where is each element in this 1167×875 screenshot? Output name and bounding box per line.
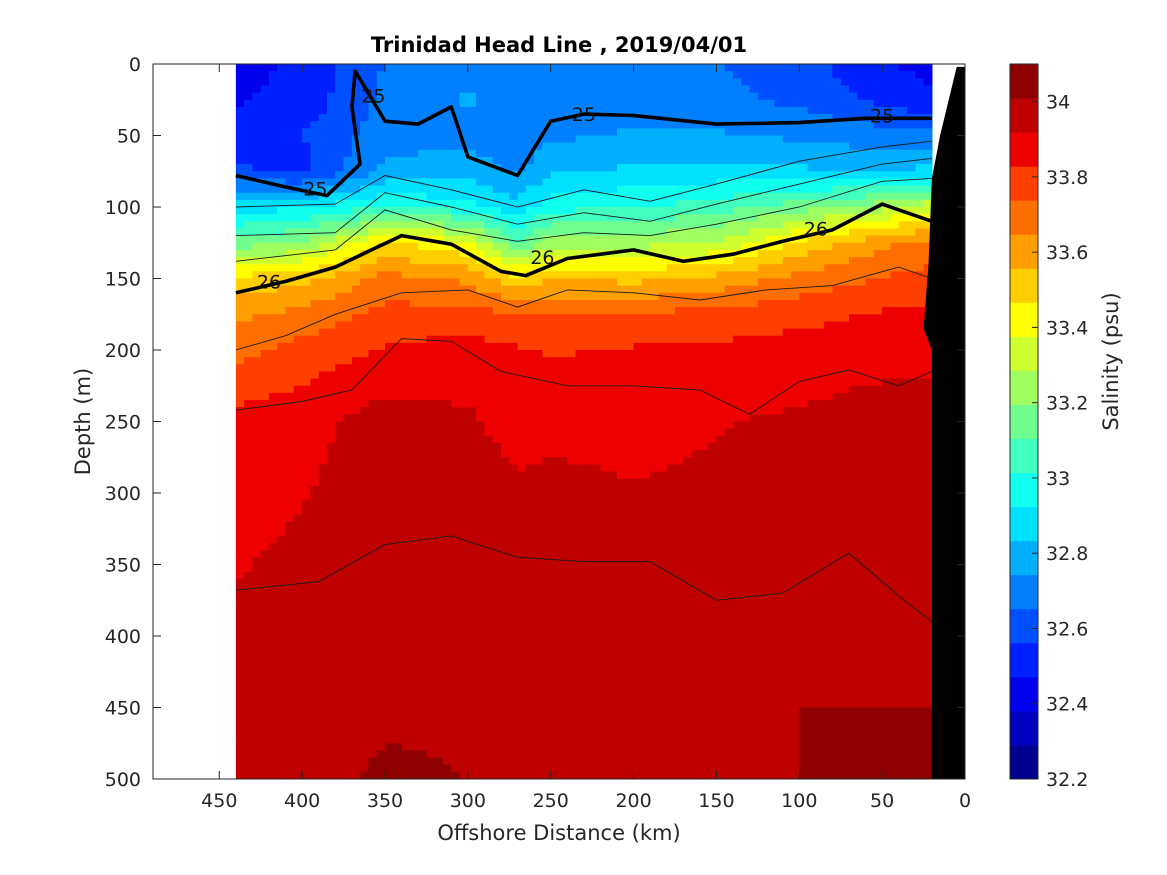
- plot-area: 25 25 25 25 26 26 26: [152, 63, 966, 780]
- density-contour-25: [235, 69, 932, 198]
- colorbar-swatch: [1010, 98, 1038, 133]
- colorbar-label: Salinity (psu): [1099, 292, 1123, 430]
- colorbar-tick-label: 34: [1046, 92, 1070, 114]
- y-tick-label: 0: [129, 54, 141, 76]
- colorbar-swatch: [1010, 744, 1038, 780]
- colorbar-tick-label: 32.4: [1046, 694, 1088, 716]
- y-tick-label: 500: [105, 769, 141, 791]
- x-axis: 450 400 350 300 250 200 150 100 50 0: [201, 64, 971, 812]
- thin-contour-5: [235, 535, 933, 623]
- colorbar-swatch: [1010, 404, 1038, 440]
- colorbar-tick-label: 32.8: [1046, 543, 1088, 565]
- contour-label-25: 25: [361, 85, 385, 107]
- colorbar-swatch: [1010, 336, 1038, 371]
- colorbar-swatch: [1010, 302, 1038, 337]
- y-axis-label: Depth (m): [71, 368, 95, 475]
- colorbar-swatch: [1010, 608, 1038, 644]
- colorbar-tick-label: 33.4: [1046, 317, 1088, 339]
- x-tick-label: 0: [959, 790, 971, 812]
- colorbar-tick-label: 33.2: [1046, 393, 1088, 415]
- thin-contour-1: [235, 140, 932, 208]
- colorbar-swatch: [1010, 234, 1038, 269]
- x-tick-label: 200: [615, 790, 651, 812]
- colorbar-swatch: [1010, 64, 1038, 99]
- thin-contour-4: [235, 338, 933, 415]
- chart-title: Trinidad Head Line , 2019/04/01: [371, 33, 747, 57]
- colorbar-swatch: [1010, 642, 1038, 678]
- x-tick-label: 100: [781, 790, 817, 812]
- x-tick-label: 150: [698, 790, 734, 812]
- y-tick-label: 150: [105, 269, 141, 291]
- labeled-density-contours: [235, 69, 933, 295]
- contour-label-26: 26: [257, 271, 281, 293]
- colorbar-tick-label: 33.8: [1046, 167, 1088, 189]
- colorbar-tick-label: 33.6: [1046, 242, 1088, 264]
- x-tick-label: 450: [201, 790, 237, 812]
- thin-contour-2: [235, 177, 932, 262]
- contour-label-26: 26: [804, 218, 828, 240]
- colorbar-tick-label: 32.2: [1046, 769, 1088, 791]
- colorbar-swatch: [1010, 676, 1038, 712]
- thin-contour-3: [235, 266, 933, 351]
- contour-labels: 25 25 25 25 26 26 26: [257, 85, 894, 293]
- colorbar-swatch: [1010, 438, 1038, 474]
- salinity-field: [235, 64, 933, 779]
- y-tick-label: 350: [105, 555, 141, 577]
- x-axis-label: Offshore Distance (km): [437, 821, 680, 845]
- colorbar-tick-label: 33: [1046, 468, 1070, 490]
- land-mask: [923, 66, 965, 779]
- colorbar-tick-label: 32.6: [1046, 618, 1088, 640]
- y-tick-label: 200: [105, 340, 141, 362]
- colorbar-swatch: [1010, 540, 1038, 576]
- y-tick-label: 50: [117, 126, 141, 148]
- y-tick-label: 100: [105, 197, 141, 219]
- contour-label-25: 25: [303, 178, 327, 200]
- colorbar-swatch: [1010, 132, 1038, 167]
- colorbar-swatch: [1010, 506, 1038, 542]
- x-tick-label: 350: [367, 790, 403, 812]
- colorbar-swatch: [1010, 710, 1038, 746]
- contour-label-25: 25: [572, 104, 596, 126]
- colorbar-swatch: [1010, 200, 1038, 235]
- y-tick-label: 250: [105, 412, 141, 434]
- thin-contour-0: [235, 157, 932, 237]
- colorbar-swatch: [1010, 166, 1038, 201]
- density-contour-26: [235, 202, 933, 295]
- y-tick-label: 400: [105, 626, 141, 648]
- contour-label-26: 26: [530, 247, 554, 269]
- colorbar-swatch: [1010, 574, 1038, 610]
- y-tick-label: 450: [105, 698, 141, 720]
- colorbar-swatch: [1010, 268, 1038, 303]
- colorbar-frame: [1009, 63, 1039, 780]
- x-tick-label: 50: [870, 790, 894, 812]
- thin-density-contours: [235, 140, 933, 623]
- y-axis: 0 50 100 150 200 250 300 350 400 450 500: [105, 54, 965, 791]
- y-tick-label: 300: [105, 483, 141, 505]
- colorbar: 32.2 32.4 32.6 32.8 33 33.2 33.4 33.6 33.8 34: [1009, 63, 1088, 791]
- x-tick-label: 250: [533, 790, 569, 812]
- x-tick-label: 300: [450, 790, 486, 812]
- colorbar-swatch: [1010, 370, 1038, 405]
- x-tick-label: 400: [284, 790, 320, 812]
- contour-label-25: 25: [870, 105, 894, 127]
